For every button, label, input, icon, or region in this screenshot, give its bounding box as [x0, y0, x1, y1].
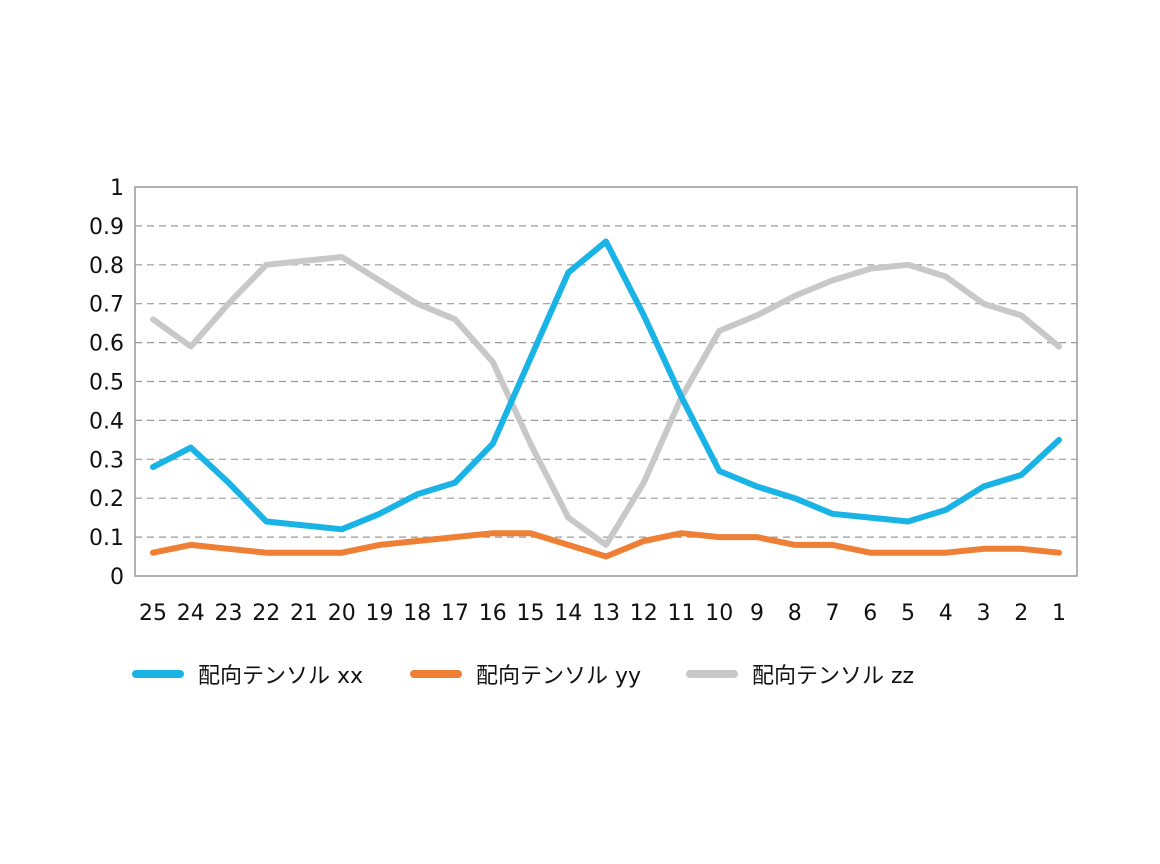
x-tick-label: 1: [1052, 601, 1066, 626]
x-tick-label: 22: [252, 601, 280, 626]
y-tick-label: 0.2: [89, 487, 124, 512]
y-tick-label: 0.1: [89, 526, 124, 551]
y-tick-label: 0.4: [89, 409, 124, 434]
y-tick-label: 0.7: [89, 293, 124, 318]
series-lines: [150, 238, 1062, 560]
y-tick-label: 0: [110, 565, 124, 590]
x-tick-label: 18: [403, 601, 431, 626]
x-tick-label: 24: [177, 601, 205, 626]
y-tick-label: 0.6: [89, 332, 124, 357]
x-tick-label: 16: [479, 601, 507, 626]
series-line-0: [150, 238, 1062, 533]
y-tick-label: 0.5: [89, 371, 124, 396]
x-tick-label: 21: [290, 601, 318, 626]
series-line-2: [150, 254, 1062, 548]
x-tick-label: 17: [441, 601, 469, 626]
y-tick-label: 0.3: [89, 448, 124, 473]
x-tick-label: 9: [750, 601, 764, 626]
x-tick-label: 25: [139, 601, 167, 626]
x-tick-label: 3: [977, 601, 991, 626]
x-tick-label: 2: [1014, 601, 1028, 626]
x-tick-label: 23: [215, 601, 243, 626]
legend-item-zz: 配向テンソル zz: [686, 652, 914, 696]
x-tick-label: 8: [788, 601, 802, 626]
x-tick-label: 6: [863, 601, 877, 626]
x-tick-label: 12: [630, 601, 658, 626]
x-tick-label: 15: [517, 601, 545, 626]
legend-label-yy: 配向テンソル yy: [476, 664, 642, 689]
y-axis-tick-labels: 0 0.1 0.2 0.3 0.4 0.5 0.6 0.7 0.8 0.9 1: [89, 176, 124, 590]
x-tick-label: 13: [592, 601, 620, 626]
legend-swatch-yy: [410, 670, 462, 678]
x-tick-label: 19: [366, 601, 394, 626]
y-tick-label: 1: [110, 176, 124, 201]
x-tick-label: 14: [554, 601, 582, 626]
plot-area-frame: [134, 186, 1078, 577]
x-tick-label: 10: [705, 601, 733, 626]
legend-swatch-zz: [686, 670, 738, 678]
y-tick-label: 0.9: [89, 215, 124, 240]
series-line-1: [150, 530, 1062, 560]
legend-label-xx: 配向テンソル xx: [198, 664, 364, 689]
x-axis-tick-labels: 25 24 23 22 21 20 19 18 17 16 15 14 13 12 11 10 9 8 7 6 5 4 3 2…: [139, 601, 1066, 626]
x-tick-label: 20: [328, 601, 356, 626]
x-tick-label: 7: [826, 601, 840, 626]
legend: 配向テンソル xx 配向テンソル yy 配向テンソル zz: [0, 652, 1160, 696]
y-tick-label: 0.8: [89, 254, 124, 279]
legend-item-xx: 配向テンソル xx: [132, 652, 363, 696]
x-tick-label: 11: [668, 601, 696, 626]
legend-item-yy: 配向テンソル yy: [410, 652, 641, 696]
legend-label-zz: 配向テンソル zz: [752, 664, 915, 689]
x-tick-label: 5: [901, 601, 915, 626]
grid-lines: [135, 225, 1077, 538]
legend-swatch-xx: [132, 670, 184, 678]
x-tick-label: 4: [939, 601, 953, 626]
